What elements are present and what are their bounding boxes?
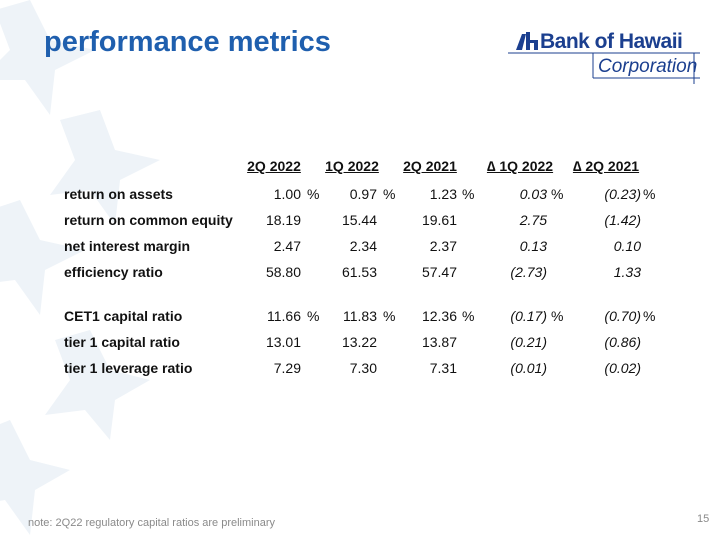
cell-value: 2.47 [273,238,301,254]
logo-name: Bank of Hawaii [540,30,683,53]
cell-value: (0.86) [604,334,641,350]
cell-value: 2.34 [349,238,377,254]
cell-value: 7.31 [429,360,457,376]
cell-unit: % [643,308,656,324]
cell-value: 0.03 [519,186,547,202]
cell-value: 0.97 [349,186,377,202]
cell-value: 13.87 [421,334,457,350]
cell-value: (0.21) [510,334,547,350]
cell-unit: % [551,186,564,202]
cell-value: (2.73) [510,264,547,280]
row-label: CET1 capital ratio [64,308,183,324]
cell-value: (0.17) [510,308,547,324]
cell-value: 61.53 [341,264,377,280]
cell-value: (0.70) [604,308,641,324]
cell-unit: % [307,186,320,202]
cell-value: 1.33 [613,264,641,280]
column-header: 2Q 2022 [247,158,301,174]
column-header: 2Q 2021 [403,158,457,174]
cell-value: 0.10 [613,238,641,254]
cell-value: 1.23 [429,186,457,202]
cell-unit: % [307,308,320,324]
cell-value: (1.42) [604,212,641,228]
column-header: ∆ 1Q 2022 [486,158,554,174]
column-header: 1Q 2022 [325,158,379,174]
cell-value: 57.47 [421,264,457,280]
cell-value: 1.00 [273,186,301,202]
row-label: return on assets [64,186,173,202]
cell-value: (0.02) [604,360,641,376]
cell-unit: % [462,186,475,202]
cell-value: 12.36 [421,308,457,324]
cell-value: (0.01) [510,360,547,376]
cell-value: 0.13 [519,238,547,254]
cell-value: 58.80 [265,264,301,280]
logo-graphic [508,32,700,84]
background-stars [0,0,160,535]
cell-value: 11.83 [343,308,377,324]
column-header: ∆ 2Q 2021 [572,158,640,174]
logo-subtitle: Corporation [598,56,698,77]
slide-title: performance metrics [44,26,331,58]
row-label: efficiency ratio [64,264,163,280]
row-label: tier 1 leverage ratio [64,360,193,376]
footnote: note: 2Q22 regulatory capital ratios are… [28,517,276,529]
cell-unit: % [462,308,475,324]
row-label: tier 1 capital ratio [64,334,180,350]
row-label: return on common equity [64,212,233,228]
cell-value: (0.23) [604,186,641,202]
cell-value: 13.01 [265,334,301,350]
cell-value: 15.44 [341,212,377,228]
cell-value: 11.66 [267,308,301,324]
cell-unit: % [383,186,396,202]
cell-value: 2.75 [519,212,547,228]
cell-value: 7.30 [349,360,377,376]
cell-unit: % [383,308,396,324]
cell-value: 18.19 [265,212,301,228]
row-label: net interest margin [64,238,191,254]
cell-value: 7.29 [273,360,301,376]
cell-unit: % [643,186,656,202]
cell-value: 2.37 [429,238,457,254]
cell-unit: % [551,308,564,324]
cell-value: 13.22 [341,334,377,350]
page-number: 15 [697,513,710,525]
cell-value: 19.61 [421,212,457,228]
